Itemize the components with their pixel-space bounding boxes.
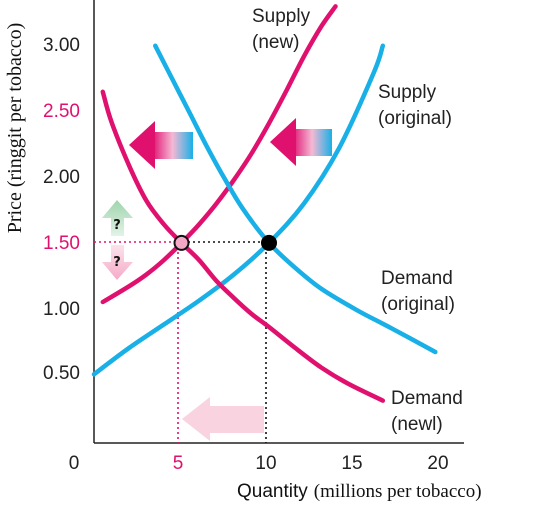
x-axis-title-note: (millions per tobacco) [314,481,482,502]
demand-new-label-line2: (newl) [391,414,443,435]
supply-original-curve [91,43,386,377]
question-mark-down: ? [113,255,121,270]
price-up-arrow [102,200,133,236]
question-mark-up: ? [113,218,121,233]
y-tick-label: 0.50 [43,363,80,384]
quantity-decrease-arrow [182,397,264,441]
original-equilibrium-point [261,234,277,251]
supply-shift-arrow [270,118,332,166]
x-tick-label: 0 [69,453,80,474]
y-tick-label: 1.00 [43,299,80,320]
x-tick-label: 5 [173,453,184,474]
x-axis-title-main: Quantity [237,481,308,502]
demand-shift-arrow-upper [129,121,193,169]
demand-original-curve [153,43,438,355]
supply-new-label-line1: Supply [252,6,311,27]
y-tick-label: 3.00 [43,35,80,56]
x-tick-label: 20 [427,453,448,474]
demand-original-label-line1: Demand [381,268,453,289]
supply-original-label-line2: (original) [378,108,452,129]
x-tick-label: 10 [255,453,276,474]
demand-original-label-line2: (original) [381,294,455,315]
y-axis-title: Price (ringgit per tobacco) [4,23,26,233]
price-down-arrow [102,245,133,280]
y-tick-label: 2.00 [43,167,80,188]
supply-new-label-line2: (new) [252,32,300,53]
supply-new-curve [100,4,338,305]
supply-original-label-line1: Supply [378,82,437,103]
demand-new-curve [100,89,386,403]
x-tick-label: 15 [341,453,362,474]
y-tick-label: 2.50 [43,101,80,122]
demand-new-label-line1: Demand [391,388,463,409]
x-axis-title: Quantity (millions per tobacco) [237,481,482,502]
y-tick-label: 1.50 [43,233,80,254]
new-equilibrium-point [173,234,190,251]
